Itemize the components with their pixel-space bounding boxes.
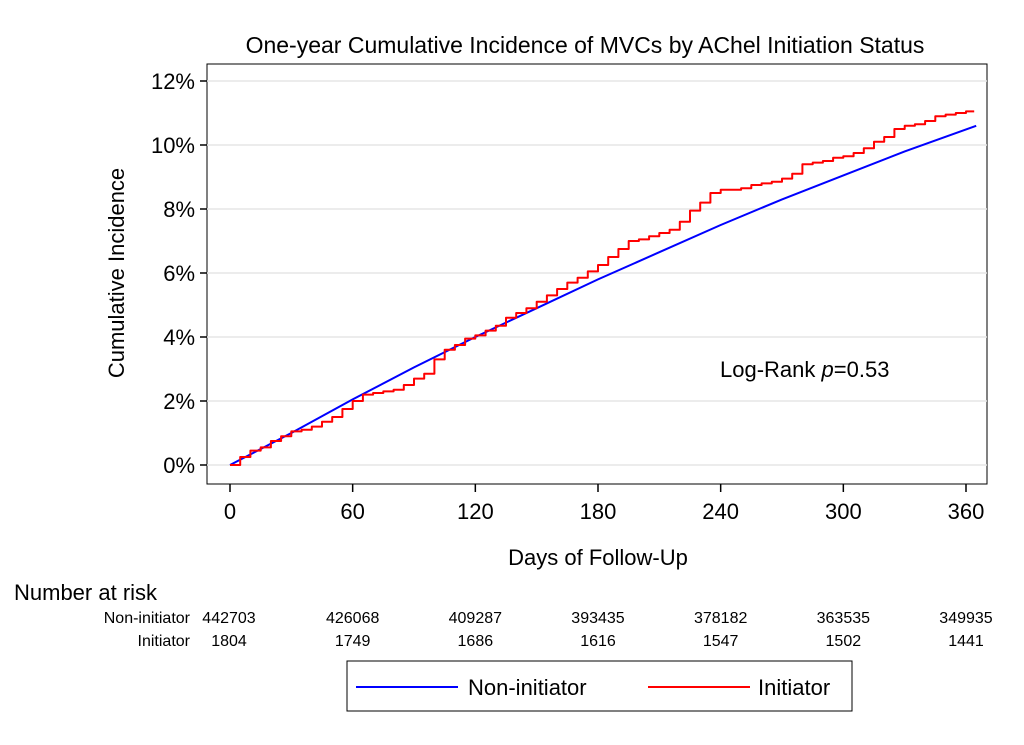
risk-table-header: Number at risk [14,580,158,605]
risk-value: 378182 [694,610,747,627]
x-tick-label: 360 [948,499,985,524]
grid-lines [207,80,987,466]
plot-area-frame [206,63,988,485]
y-tick-label: 12% [151,69,195,94]
y-tick-label: 8% [163,197,195,222]
x-tick-label: 60 [340,499,364,524]
risk-value: 426068 [326,610,379,627]
risk-value: 363535 [817,610,870,627]
y-tick-label: 2% [163,389,195,414]
x-tick-label: 180 [580,499,617,524]
x-tick-label: 120 [457,499,494,524]
y-tick-label: 6% [163,261,195,286]
legend-label: Initiator [758,675,830,700]
y-tick-label: 0% [163,453,195,478]
risk-value: 349935 [939,610,992,627]
x-axis-title: Days of Follow-Up [508,545,688,570]
risk-row-label: Non-initiator [104,610,191,627]
risk-row-label: Initiator [138,633,191,650]
series-lines [229,110,977,466]
risk-value: 409287 [449,610,502,627]
risk-value: 1441 [948,633,984,650]
risk-value: 1616 [580,633,616,650]
legend-label: Non-initiator [468,675,587,700]
log-rank-annotation: Log-Rank p=0.53 [720,357,889,382]
axes: 0% 2% 4% 6% 8% 10% 12% 0 60 120 180 240 300 360 [151,69,984,524]
risk-value: 1749 [335,633,371,650]
risk-value: 442703 [202,610,255,627]
series-line-non-initiator [229,124,977,466]
x-tick-label: 240 [702,499,739,524]
y-tick-label: 4% [163,325,195,350]
risk-value: 1686 [458,633,494,650]
risk-value: 1804 [211,633,247,650]
risk-table: Non-initiator 442703 426068 409287 393435 378… [104,610,993,650]
y-axis-title: Cumulative Incidence [104,168,129,378]
series-line-initiator [230,110,975,466]
legend: Non-initiator Initiator [346,660,853,712]
x-tick-label: 0 [224,499,236,524]
risk-value: 393435 [571,610,624,627]
chart-title: One-year Cumulative Incidence of MVCs by… [246,32,925,58]
x-tick-label: 300 [825,499,862,524]
risk-value: 1547 [703,633,739,650]
risk-value: 1502 [826,633,862,650]
y-tick-label: 10% [151,133,195,158]
